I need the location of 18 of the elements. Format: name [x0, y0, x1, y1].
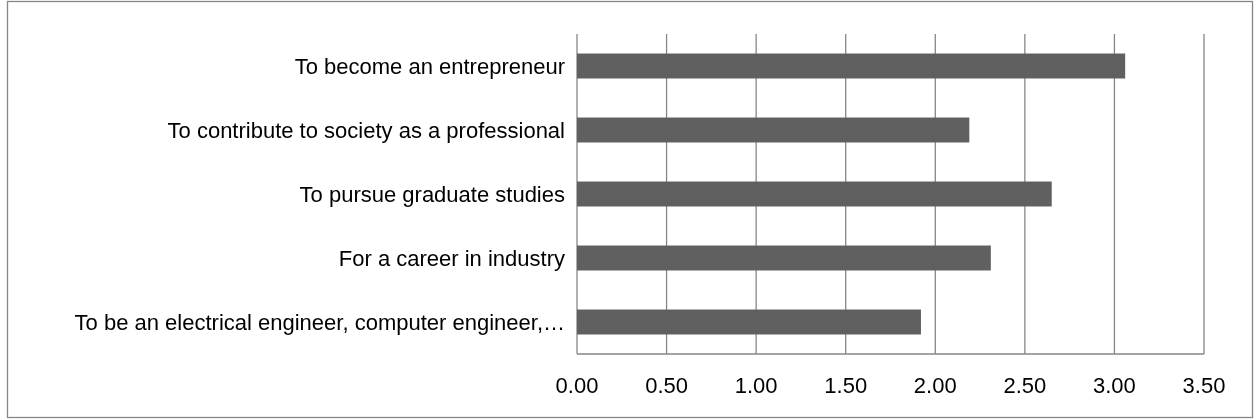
y-tick-label: For a career in industry	[338, 245, 565, 271]
y-tick-label: To be an electrical engineer, computer engineer,…	[74, 309, 565, 335]
y-tick-label: To become an entrepreneur	[294, 53, 565, 79]
bar	[577, 245, 991, 271]
y-tick-label: To contribute to society as a professional	[167, 117, 565, 143]
x-tick-label: 3.50	[1182, 373, 1226, 398]
x-tick-label: 1.50	[824, 373, 868, 398]
x-tick-label: 3.00	[1093, 373, 1136, 398]
y-tick-label: To pursue graduate studies	[299, 181, 565, 207]
x-tick-label: 0.50	[645, 373, 688, 398]
x-tick-label: 2.50	[1003, 373, 1047, 398]
bar	[577, 309, 921, 335]
bar	[577, 181, 1052, 207]
x-tick-label: 0.00	[555, 373, 599, 398]
bar	[577, 117, 970, 143]
x-tick-label: 2.00	[913, 373, 957, 398]
x-tick-label: 1.00	[734, 373, 778, 398]
bar	[577, 53, 1126, 79]
